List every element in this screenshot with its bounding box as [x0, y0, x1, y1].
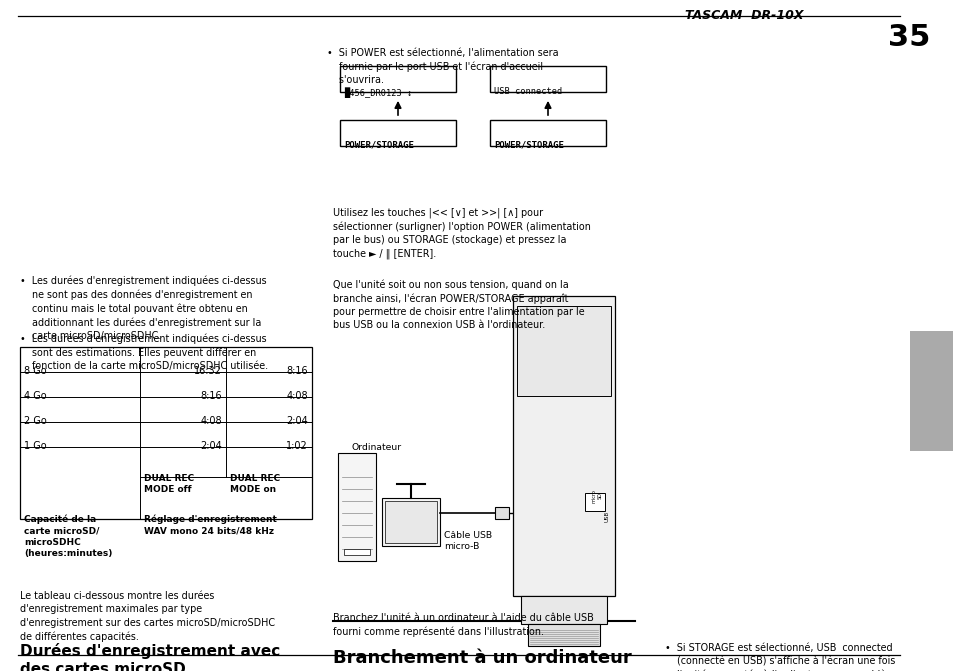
Text: 1:02: 1:02 — [286, 441, 308, 451]
Text: DUAL REC
MODE off: DUAL REC MODE off — [144, 474, 193, 494]
Text: Que l'unité soit ou non sous tension, quand on la
branche ainsi, l'écran POWER/S: Que l'unité soit ou non sous tension, qu… — [333, 279, 584, 330]
Text: Branchez l'unité à un ordinateur à l'aide du câble USB
fourni comme représenté d: Branchez l'unité à un ordinateur à l'aid… — [333, 613, 593, 637]
Circle shape — [552, 424, 576, 448]
Text: Utilisez les touches |<< [∨] et >>| [∧] pour
sélectionner (surligner) l'option P: Utilisez les touches |<< [∨] et >>| [∧] … — [333, 207, 590, 259]
Text: TASCAM  DR-10X: TASCAM DR-10X — [684, 9, 802, 22]
Text: █456_DR0123 ↕: █456_DR0123 ↕ — [344, 87, 412, 98]
Text: POWER/STORAGE: POWER/STORAGE — [494, 141, 563, 150]
Text: Réglage d'enregistrement
WAV mono 24 bits/48 kHz: Réglage d'enregistrement WAV mono 24 bit… — [144, 515, 276, 535]
Text: 4:08: 4:08 — [200, 416, 222, 426]
Text: 1 Go: 1 Go — [24, 441, 47, 451]
Bar — [517, 306, 610, 396]
Text: •  Les durées d'enregistrement indiquées ci-dessus
    ne sont pas des données d: • Les durées d'enregistrement indiquées … — [20, 275, 266, 341]
Text: Capacité de la
carte microSD/
microSDHC
(heures:minutes): Capacité de la carte microSD/ microSDHC … — [24, 515, 112, 558]
Bar — [337, 453, 375, 561]
Bar — [339, 120, 456, 146]
Text: USB: USB — [604, 511, 609, 521]
Text: USB connected: USB connected — [494, 87, 561, 96]
Text: 2 Go: 2 Go — [24, 416, 47, 426]
Text: Durées d'enregistrement avec
des cartes microSD: Durées d'enregistrement avec des cartes … — [20, 643, 280, 671]
Bar — [495, 507, 509, 519]
Text: 4 Go: 4 Go — [24, 391, 47, 401]
Text: POWER/STORAGE: POWER/STORAGE — [344, 141, 414, 150]
Text: Branchement à un ordinateur: Branchement à un ordinateur — [333, 649, 631, 667]
Text: 8:16: 8:16 — [286, 366, 308, 376]
Text: micro
SD: micro SD — [591, 489, 601, 503]
Text: Ordinateur: Ordinateur — [352, 443, 402, 452]
Text: •  Les durées d'enregistrement indiquées ci-dessus
    sont des estimations. Ell: • Les durées d'enregistrement indiquées … — [20, 333, 268, 371]
Bar — [344, 549, 370, 555]
Bar — [490, 66, 605, 92]
Bar — [513, 296, 615, 596]
Text: •  Si POWER est sélectionné, l'alimentation sera
    fournie par le port USB et : • Si POWER est sélectionné, l'alimentati… — [327, 48, 558, 85]
Bar — [381, 498, 439, 546]
Text: Le tableau ci-dessous montre les durées
d'enregistrement maximales par type
d'en: Le tableau ci-dessous montre les durées … — [20, 591, 274, 641]
Text: •  Si STORAGE est sélectionné, USB  connected
    (connecté en USB) s'affiche à : • Si STORAGE est sélectionné, USB connec… — [664, 643, 907, 671]
Text: 16:32: 16:32 — [193, 366, 222, 376]
Bar — [20, 347, 312, 519]
Bar — [520, 596, 606, 624]
Text: 2:04: 2:04 — [286, 416, 308, 426]
Text: 8:16: 8:16 — [200, 391, 222, 401]
Bar — [490, 120, 605, 146]
Bar — [385, 501, 436, 543]
Text: 4:08: 4:08 — [286, 391, 308, 401]
Text: DUAL REC
MODE on: DUAL REC MODE on — [230, 474, 280, 494]
Text: 2:04: 2:04 — [200, 441, 222, 451]
Bar — [909, 331, 953, 451]
Bar — [584, 493, 604, 511]
Bar — [527, 624, 599, 646]
Text: 8 Go: 8 Go — [24, 366, 47, 376]
Text: Câble USB
micro-B: Câble USB micro-B — [443, 531, 492, 552]
Text: 35: 35 — [886, 23, 929, 52]
Bar — [339, 66, 456, 92]
